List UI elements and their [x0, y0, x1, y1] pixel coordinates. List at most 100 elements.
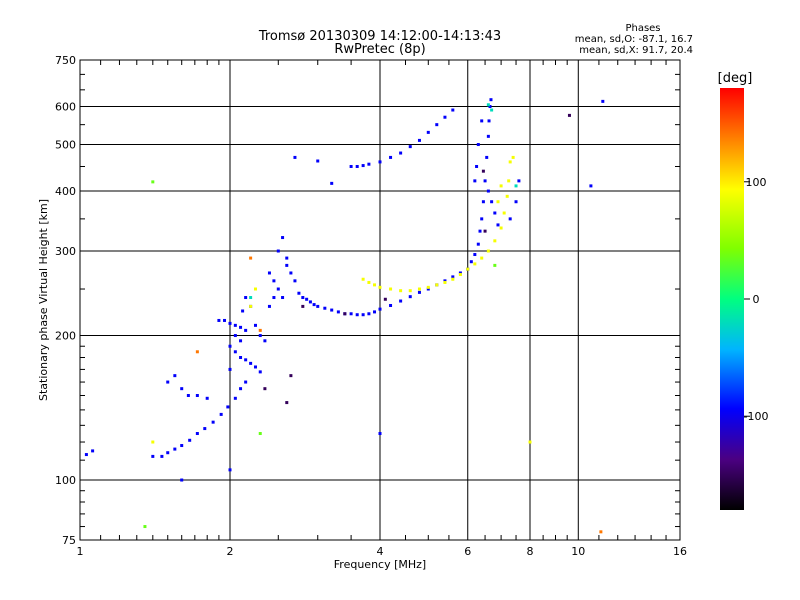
- data-point: [289, 271, 293, 275]
- data-point: [355, 164, 359, 168]
- data-point: [426, 130, 430, 134]
- data-point: [289, 374, 293, 378]
- data-point: [258, 370, 262, 374]
- data-point: [483, 179, 487, 183]
- data-point: [186, 394, 190, 398]
- data-point: [493, 239, 497, 243]
- data-point: [285, 401, 289, 405]
- data-point: [355, 313, 359, 317]
- y-tick-label: 200: [55, 330, 76, 343]
- data-point: [219, 412, 223, 416]
- data-point: [253, 323, 257, 327]
- data-point: [469, 260, 473, 264]
- data-point: [239, 339, 243, 343]
- data-point: [293, 279, 297, 283]
- data-point: [493, 211, 497, 215]
- data-point: [514, 200, 518, 204]
- data-point: [502, 211, 506, 215]
- data-point: [367, 162, 371, 166]
- data-point: [505, 194, 509, 198]
- data-point: [226, 405, 230, 409]
- data-point: [151, 454, 155, 458]
- data-point: [480, 119, 484, 123]
- data-point: [451, 275, 455, 279]
- data-point: [233, 334, 237, 338]
- data-point: [567, 113, 571, 117]
- data-point: [493, 263, 497, 267]
- stats-line-x: mean, sd,X: 91.7, 20.4: [579, 45, 693, 56]
- y-tick-label: 500: [55, 139, 76, 152]
- data-point: [451, 108, 455, 112]
- data-point: [373, 310, 377, 314]
- stats-heading: Phases: [625, 23, 660, 34]
- data-point: [195, 350, 199, 354]
- data-point: [458, 273, 462, 277]
- data-point: [378, 285, 382, 289]
- data-point: [211, 420, 215, 424]
- data-point: [239, 355, 243, 359]
- data-point: [285, 263, 289, 267]
- data-point: [330, 308, 334, 312]
- x-axis-label: Frequency [MHz]: [334, 558, 426, 571]
- data-point: [361, 164, 365, 168]
- data-point: [511, 155, 515, 159]
- colorbar-label: [deg]: [718, 71, 753, 86]
- data-point: [476, 242, 480, 246]
- data-point: [217, 318, 221, 322]
- data-point: [233, 323, 237, 327]
- data-point: [143, 525, 147, 529]
- data-point: [203, 427, 207, 431]
- data-point: [253, 287, 257, 291]
- data-point: [272, 279, 276, 283]
- data-point: [389, 287, 393, 291]
- data-point: [481, 169, 485, 173]
- data-point: [599, 530, 603, 534]
- data-point: [399, 299, 403, 303]
- data-points: [84, 98, 605, 534]
- data-point: [476, 143, 480, 147]
- data-point: [417, 138, 421, 142]
- y-axis-label: Stationary phase Virtual Height [km]: [37, 199, 50, 401]
- data-point: [276, 249, 280, 253]
- data-point: [249, 296, 253, 300]
- data-point: [473, 253, 477, 257]
- data-point: [517, 179, 521, 183]
- chart-title: Tromsø 20130309 14:12:00-14:13:43: [258, 29, 501, 44]
- data-point: [180, 478, 184, 482]
- colorbar-tick-label: 100: [746, 176, 767, 189]
- data-point: [349, 312, 353, 316]
- data-point: [486, 103, 490, 107]
- data-point: [361, 277, 365, 281]
- data-point: [367, 280, 371, 284]
- data-point: [316, 159, 320, 163]
- data-point: [443, 115, 447, 119]
- data-point: [249, 256, 253, 260]
- data-point: [367, 312, 371, 316]
- data-point: [151, 180, 155, 184]
- data-point: [349, 164, 353, 168]
- y-tick-label: 600: [55, 101, 76, 114]
- data-point: [308, 300, 312, 304]
- data-point: [478, 229, 482, 233]
- data-point: [323, 306, 327, 310]
- data-point: [228, 468, 232, 472]
- colorbar: [720, 88, 744, 510]
- stats-line-o: mean, sd,O: -87.1, 16.7: [575, 34, 693, 45]
- data-point: [244, 380, 248, 384]
- data-point: [435, 123, 439, 127]
- data-point: [490, 200, 494, 204]
- y-tick-label: 750: [55, 54, 76, 67]
- data-point: [258, 328, 262, 332]
- data-point: [499, 226, 503, 230]
- data-point: [426, 285, 430, 289]
- data-point: [173, 374, 177, 378]
- data-point: [267, 304, 271, 308]
- y-tick-label: 100: [55, 474, 76, 487]
- data-point: [458, 271, 462, 275]
- data-point: [399, 289, 403, 293]
- data-point: [258, 432, 262, 436]
- data-point: [481, 200, 485, 204]
- data-point: [507, 179, 511, 183]
- y-tick-label: 400: [55, 185, 76, 198]
